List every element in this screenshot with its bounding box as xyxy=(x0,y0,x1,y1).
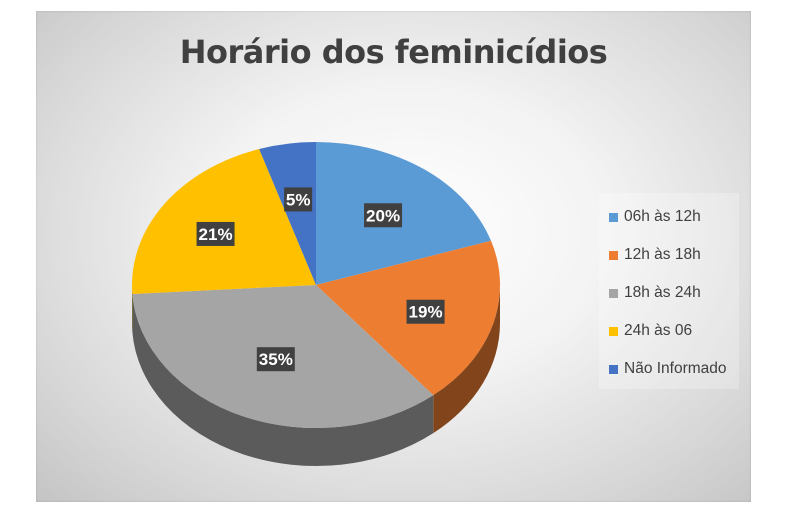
pie-chart: 20% 19% 35% 21% 5% xyxy=(132,142,500,467)
legend-swatch-0 xyxy=(609,212,618,222)
data-label-1: 19% xyxy=(409,303,443,322)
chart-area: Horário dos feminicídios 20% 19% 35% 21% 5% … xyxy=(36,11,751,502)
pie-side-1 xyxy=(433,285,500,434)
legend-item-0: 06h às 12h xyxy=(609,207,701,227)
legend-label-4: Não Informado xyxy=(624,360,727,377)
data-label-bg-1 xyxy=(406,299,445,324)
data-label-0: 20% xyxy=(366,206,400,225)
pie-side-2 xyxy=(132,293,434,467)
data-label-2: 35% xyxy=(259,350,293,369)
data-label-bg-3 xyxy=(196,221,235,246)
legend-swatch-1 xyxy=(609,250,618,260)
legend-item-1: 12h às 18h xyxy=(609,245,701,265)
legend: 06h às 12h 12h às 18h 18h às 24h 24h às 06 N… xyxy=(599,193,739,389)
pie-side-walls xyxy=(132,285,500,467)
data-label-4: 5% xyxy=(286,190,311,209)
legend-label-3: 24h às 06 xyxy=(624,322,693,339)
pie-slice-3 xyxy=(132,148,316,294)
pie-slices xyxy=(132,142,500,428)
pie-slice-0 xyxy=(316,142,491,285)
legend-item-3: 24h às 06 xyxy=(609,321,692,341)
legend-item-2: 18h às 24h xyxy=(609,283,701,303)
data-label-bg-0 xyxy=(364,203,403,228)
legend-label-1: 12h às 18h xyxy=(624,246,701,263)
data-labels: 20% 19% 35% 21% 5% xyxy=(196,187,445,372)
legend-label-0: 06h às 12h xyxy=(624,208,701,225)
chart-title: Horário dos feminicídios xyxy=(179,33,608,71)
pie-slice-4 xyxy=(259,142,316,285)
legend-item-4: Não Informado xyxy=(609,359,727,379)
data-label-3: 21% xyxy=(199,225,233,244)
legend-swatch-4 xyxy=(609,364,618,374)
legend-swatch-2 xyxy=(609,288,618,298)
data-label-bg-4 xyxy=(284,187,313,212)
data-label-bg-2 xyxy=(256,347,295,372)
legend-swatch-3 xyxy=(609,326,618,336)
legend-label-2: 18h às 24h xyxy=(624,284,701,301)
